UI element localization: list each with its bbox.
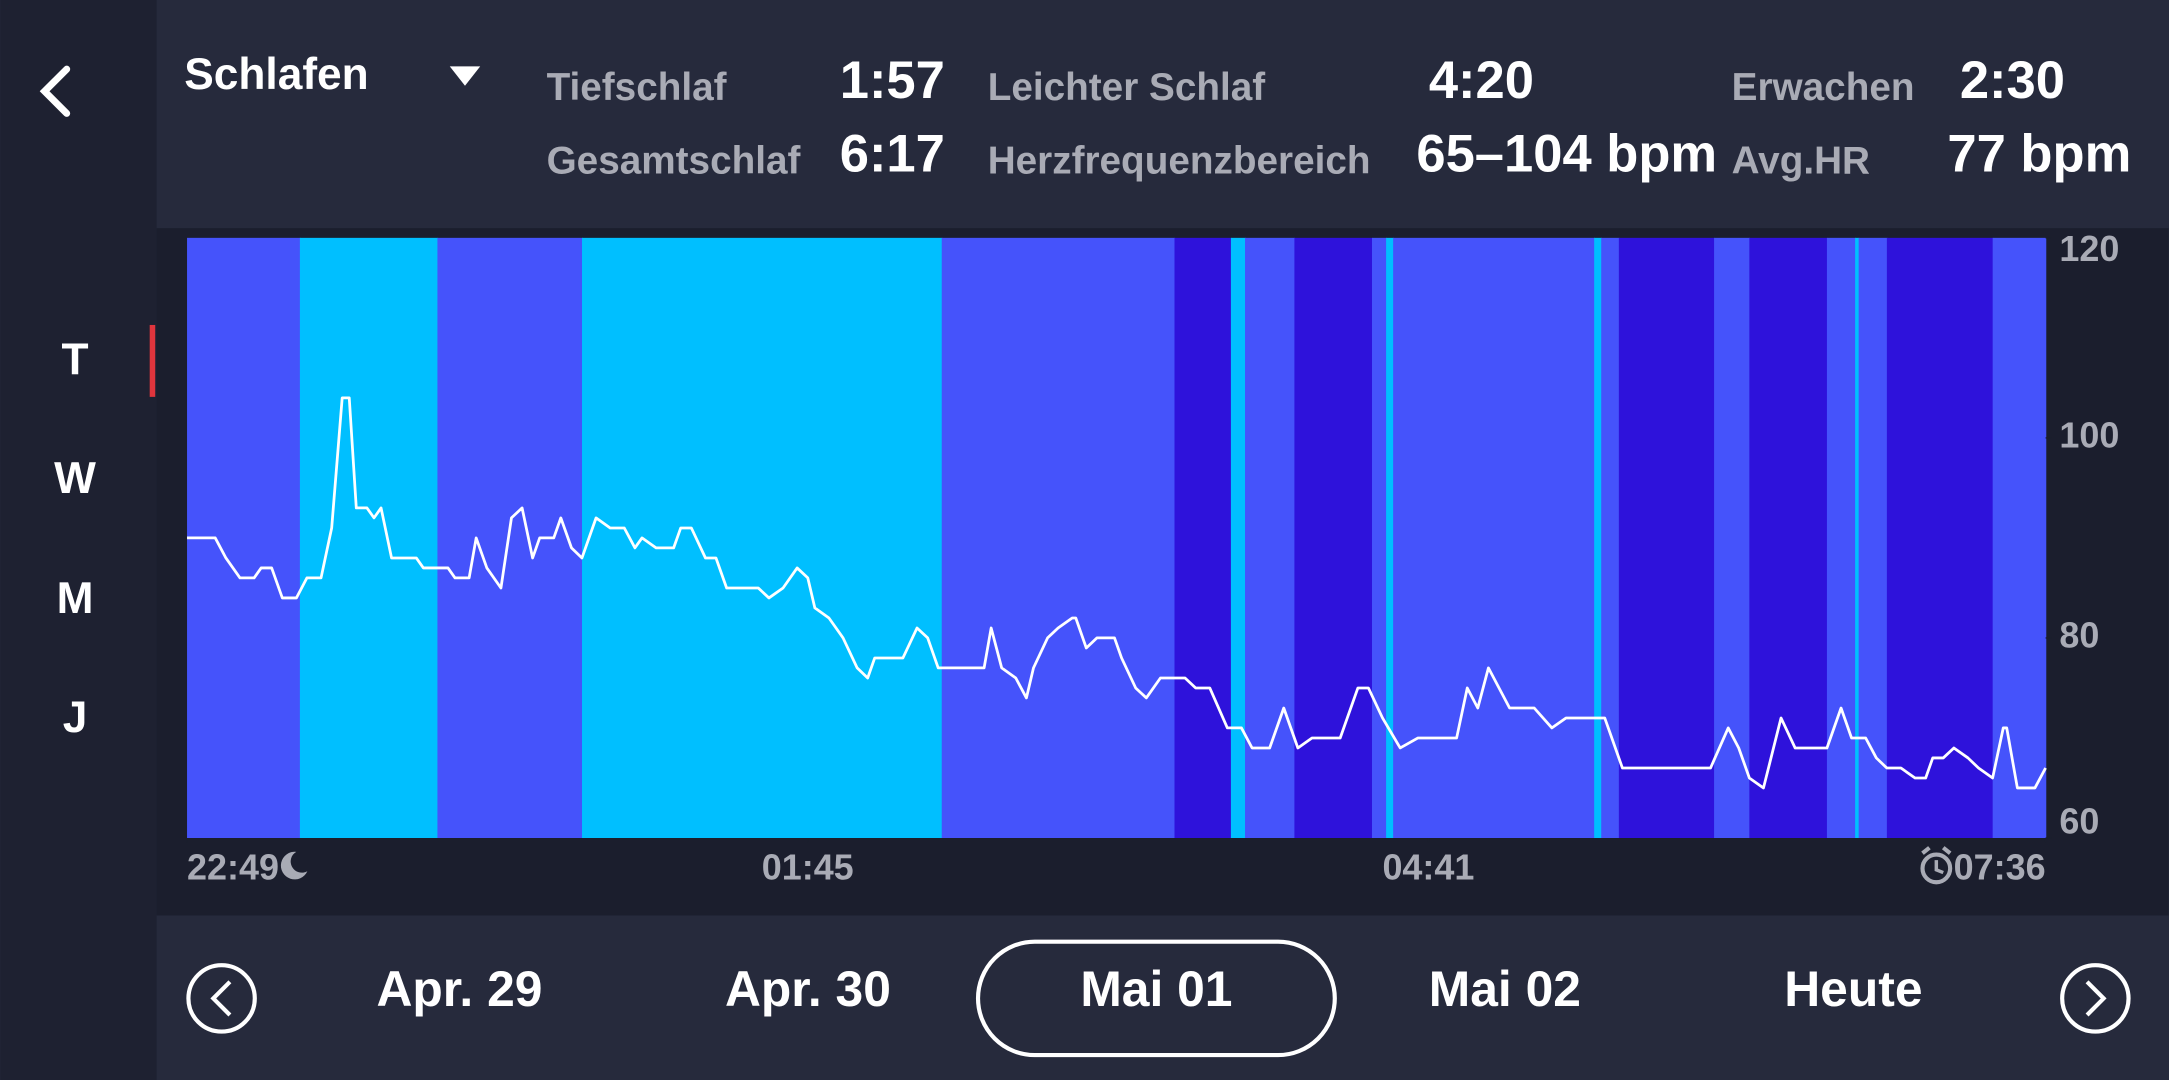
x-tick-label: 01:45 xyxy=(762,846,854,887)
stat-value: 65–104 bpm xyxy=(1416,125,1717,184)
sleep-stage-band xyxy=(582,237,943,839)
stat-value: 6:17 xyxy=(840,125,945,184)
sleep-stage-band xyxy=(1294,237,1373,839)
date-item[interactable]: Heute xyxy=(1784,961,1922,1017)
y-tick-label: 80 xyxy=(2059,614,2099,655)
stat-label: Herzfrequenzbereich xyxy=(988,139,1371,182)
sleep-stage-band xyxy=(437,237,583,839)
stat-value: 4:20 xyxy=(1429,51,1534,110)
sleep-stage-band xyxy=(1245,237,1296,839)
stat-label: Avg.HR xyxy=(1732,139,1870,182)
sleep-stage-band xyxy=(1594,237,1602,839)
moon-icon xyxy=(280,851,308,880)
sleep-stage-band xyxy=(1230,237,1246,839)
prev-button[interactable] xyxy=(186,963,257,1034)
stat-label: Erwachen xyxy=(1732,66,1915,109)
period-tab[interactable]: M xyxy=(57,574,94,623)
date-item[interactable]: Apr. 30 xyxy=(725,961,891,1017)
heart-rate-line xyxy=(187,396,2047,790)
stat-value: 77 bpm xyxy=(1947,125,2131,184)
alarm-icon xyxy=(1920,846,1953,885)
period-tab[interactable]: T xyxy=(62,335,89,384)
sleep-stage-band xyxy=(1601,237,1620,839)
tab-indicator xyxy=(149,324,156,397)
plot xyxy=(186,237,2052,843)
y-tick-label: 100 xyxy=(2059,414,2119,455)
selected-date-pill xyxy=(975,939,1337,1058)
sleep-stage-band xyxy=(1992,237,2047,839)
sleep-stage-band xyxy=(1174,237,1232,839)
y-tick-label: 120 xyxy=(2059,228,2119,269)
stat-label: Leichter Schlaf xyxy=(988,66,1266,109)
sleep-stage-band xyxy=(1826,237,1856,839)
back-button[interactable] xyxy=(39,65,71,117)
sleep-stage-band xyxy=(1386,237,1394,839)
sleep-stage-band xyxy=(1858,237,1888,839)
sleep-stage-band xyxy=(1371,237,1387,839)
page-title[interactable]: Schlafen xyxy=(184,50,368,99)
sleep-stage-band xyxy=(941,237,1176,839)
date-item[interactable]: Mai 01 xyxy=(1080,961,1232,1017)
dropdown-arrow[interactable] xyxy=(449,66,481,86)
x-tick-label: 22:49 xyxy=(187,846,279,887)
sidebar xyxy=(0,0,157,1080)
date-item[interactable]: Mai 02 xyxy=(1429,961,1581,1017)
next-button[interactable] xyxy=(2060,963,2131,1034)
sleep-stage-band xyxy=(1855,237,1860,839)
date-item[interactable]: Apr. 29 xyxy=(376,961,542,1017)
stat-label: Tiefschlaf xyxy=(547,66,727,109)
sleep-stage-band xyxy=(1749,237,1828,839)
y-tick-label: 60 xyxy=(2059,801,2099,842)
sleep-stage-band xyxy=(1886,237,1994,839)
stat-label: Gesamtschlaf xyxy=(547,139,801,182)
stat-value: 2:30 xyxy=(1960,51,2065,110)
sleep-stage-band xyxy=(299,237,439,839)
stat-value: 1:57 xyxy=(840,51,945,110)
sleep-stage-band xyxy=(1618,237,1715,839)
period-tab[interactable]: W xyxy=(54,454,96,503)
x-tick-label: 04:41 xyxy=(1382,846,1474,887)
sleep-stage-band xyxy=(1393,237,1595,839)
period-tab[interactable]: J xyxy=(63,693,88,742)
x-tick-label: 07:36 xyxy=(1954,846,2046,887)
